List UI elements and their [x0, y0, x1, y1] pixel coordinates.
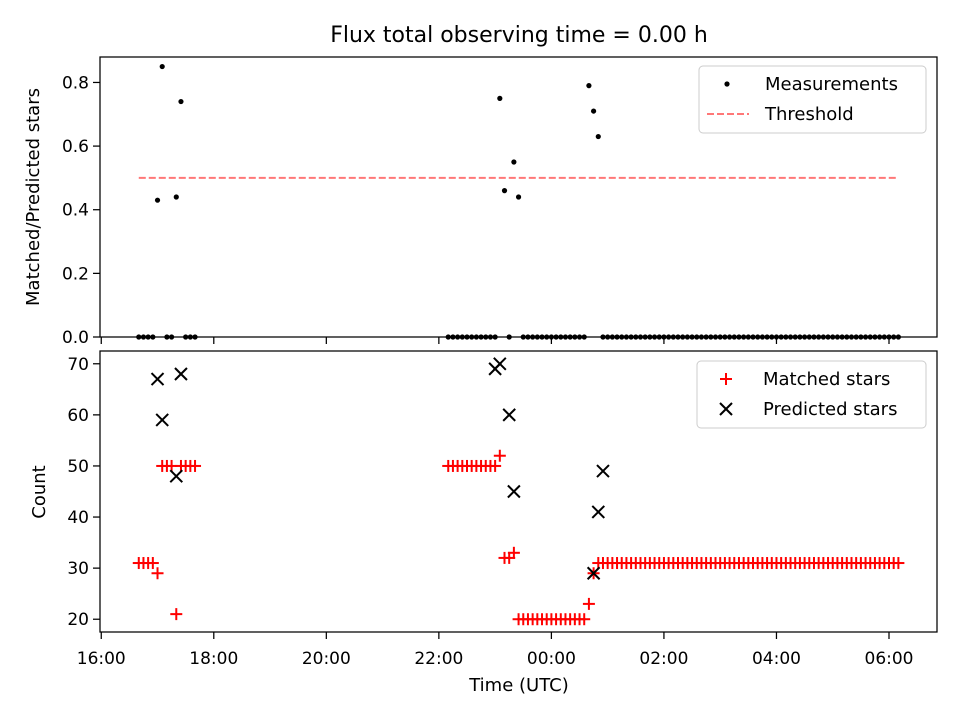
measurement-point	[595, 133, 601, 140]
bottom-panel-marks	[132, 357, 905, 626]
top-panel-ticks: 0.0 0.2 0.4 0.6 0.8	[62, 73, 890, 348]
bottom-x-tick-label: 22:00	[414, 649, 463, 669]
bottom-x-tick-label: 04:00	[752, 649, 801, 669]
bottom-y-tick-label: 60	[67, 406, 89, 426]
measurement-point	[586, 83, 592, 89]
matched-stars-point	[146, 557, 159, 570]
top-legend: Measurements Threshold	[698, 65, 927, 134]
matched-stars-point	[493, 449, 506, 462]
bottom-y-tick-label: 20	[67, 610, 89, 630]
predicted-stars-point	[493, 357, 507, 371]
measurement-point	[511, 159, 517, 165]
measurement-point	[159, 63, 165, 70]
measurement-point	[590, 108, 597, 114]
legend-predicted-marker	[719, 402, 733, 416]
bottom-panel-ticks: 20 30 40 50 60 70 16:00 18:00 20:00 22:00 00:00 02:…	[67, 355, 913, 669]
predicted-stars-point	[169, 469, 183, 483]
top-y-tick-label: 0.0	[62, 328, 89, 348]
bottom-x-tick-label: 18:00	[189, 649, 238, 669]
predicted-stars-point	[596, 464, 610, 478]
measurement-point	[497, 95, 503, 101]
measurement-point	[178, 98, 184, 105]
predicted-stars-point	[155, 413, 169, 427]
bottom-legend-box	[696, 360, 927, 429]
bottom-y-axis-label: Count	[29, 465, 50, 518]
matched-stars-point	[189, 459, 202, 472]
measurement-point	[173, 194, 179, 200]
legend-threshold-label: Threshold	[764, 104, 854, 125]
top-y-tick-label: 0.2	[62, 264, 89, 284]
bottom-y-tick-label: 40	[67, 508, 89, 528]
top-y-tick-label: 0.6	[62, 137, 89, 157]
predicted-stars-point	[586, 566, 601, 580]
matched-stars-point	[892, 557, 905, 570]
predicted-stars-point	[150, 372, 165, 386]
matched-stars-point	[582, 597, 595, 610]
legend-measurements-marker	[724, 81, 730, 87]
top-legend-box	[698, 65, 927, 134]
top-plot-panel: 0.00.20.40.60.8 Matched/Predicted stars …	[23, 56, 938, 348]
bottom-x-tick-label: 16:00	[77, 649, 126, 669]
legend-predicted-label: Predicted stars	[763, 399, 897, 420]
matched-stars-point	[507, 546, 520, 559]
bottom-y-tick-label: 70	[67, 355, 89, 375]
bottom-y-tick-label: 50	[67, 457, 89, 477]
measurement-point	[501, 188, 508, 194]
predicted-stars-point	[507, 484, 521, 499]
bottom-plot-frame	[99, 350, 938, 633]
legend-measurements-label: Measurements	[765, 74, 898, 95]
bottom-legend: Matched stars Predicted stars	[696, 360, 927, 429]
matched-stars-point	[578, 613, 591, 626]
top-chart-title: Flux total observing time = 0.00 h	[330, 23, 708, 48]
legend-matched-label: Matched stars	[763, 369, 890, 390]
bottom-x-tick-label: 06:00	[865, 649, 914, 669]
bottom-y-tick-label: 30	[67, 559, 89, 579]
matched-stars-point	[170, 608, 183, 621]
bottom-plot-panel: 20 30 40 50 60 70 16:00 18:00 20:00 22:00 00:00 02:…	[29, 350, 938, 696]
legend-matched-marker	[720, 373, 732, 385]
predicted-stars-point	[502, 408, 516, 422]
matched-stars-point	[489, 459, 502, 472]
bottom-x-tick-label: 20:00	[302, 649, 351, 669]
bottom-x-axis-label: Time (UTC)	[468, 675, 569, 696]
predicted-stars-point	[174, 367, 188, 381]
measurement-point	[154, 197, 161, 203]
top-y-tick-label: 0.8	[62, 73, 89, 93]
predicted-stars-point	[591, 505, 605, 519]
top-plot-frame	[99, 56, 938, 338]
measurement-point	[515, 194, 522, 200]
top-y-tick-label: 0.4	[62, 201, 89, 221]
matched-stars-point	[151, 567, 164, 580]
bottom-x-tick-label: 00:00	[527, 649, 576, 669]
bottom-x-tick-label: 02:00	[639, 649, 688, 669]
top-y-axis-label: Matched/Predicted stars	[23, 88, 44, 306]
